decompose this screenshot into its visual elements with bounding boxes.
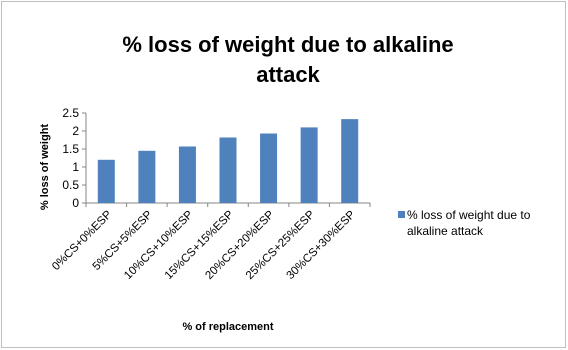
- y-tick-label: 0.5: [62, 178, 79, 192]
- bar: [97, 159, 115, 203]
- bar: [219, 137, 237, 203]
- x-tick-label: 15%CS+15%ESP: [163, 208, 237, 282]
- y-tick-label: 1: [72, 160, 79, 174]
- plot-area: 00.511.522.50%CS+0%ESP5%CS+5%ESP10%CS+10…: [50, 106, 371, 282]
- x-tick-label: 10%CS+10%ESP: [122, 208, 196, 282]
- y-tick-label: 2: [72, 124, 79, 138]
- bar: [138, 150, 156, 203]
- x-axis-title: % of replacement: [182, 321, 273, 333]
- chart-title-line-2: attack: [256, 62, 320, 87]
- bar: [341, 119, 359, 203]
- legend-label-line-1: % loss of weight due to: [407, 208, 531, 222]
- y-axis-title: % loss of weight: [39, 124, 51, 211]
- bar: [260, 133, 278, 203]
- legend-swatch: [398, 211, 405, 218]
- y-tick-label: 1.5: [62, 142, 79, 156]
- chart-title-line-1: % loss of weight due to alkaline: [122, 32, 453, 57]
- bar: [178, 146, 196, 203]
- y-tick-label: 0: [72, 196, 79, 210]
- x-tick-label: 25%CS+25%ESP: [244, 208, 318, 282]
- legend: % loss of weight due to alkaline attack: [398, 208, 531, 238]
- x-tick-label: 20%CS+20%ESP: [203, 208, 277, 282]
- legend-label-line-2: alkaline attack: [407, 224, 484, 238]
- bar: [300, 127, 318, 203]
- x-tick-label: 30%CS+30%ESP: [284, 208, 358, 282]
- y-tick-label: 2.5: [62, 106, 79, 120]
